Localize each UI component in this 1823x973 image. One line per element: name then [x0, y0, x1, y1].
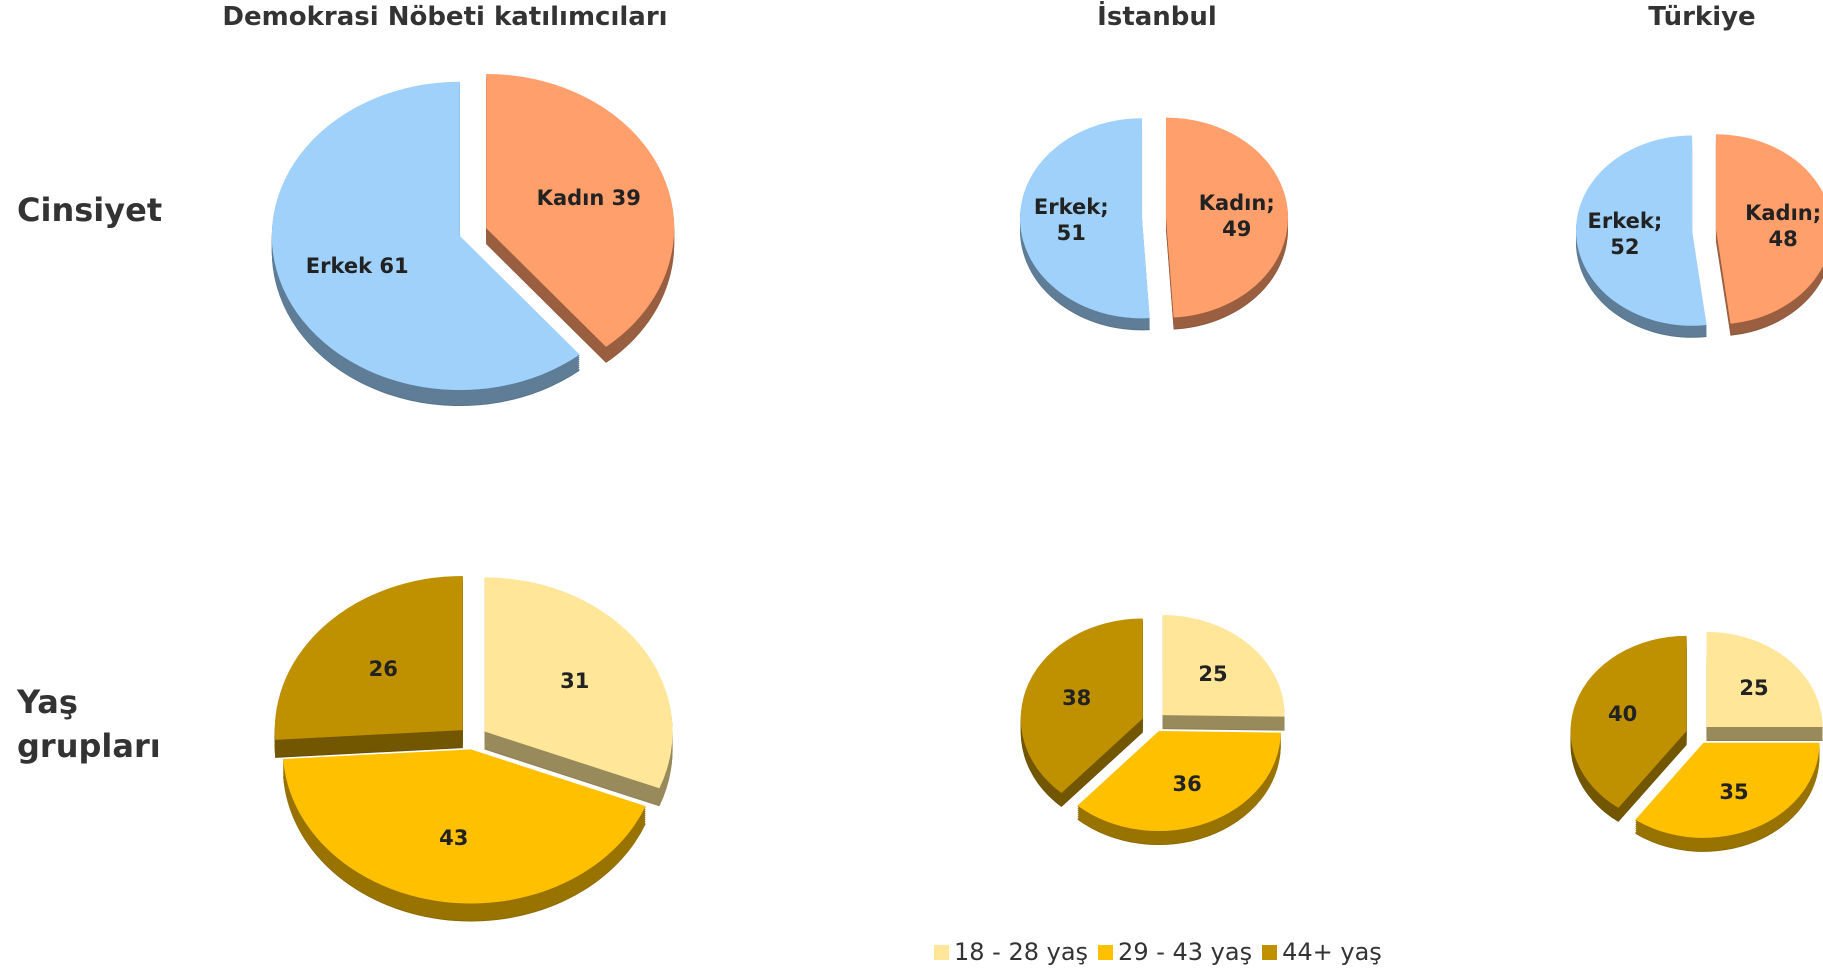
data-label: 31	[560, 669, 590, 694]
slice	[1706, 631, 1823, 728]
data-label: Kadın 39	[536, 185, 641, 210]
data-label: Erkek 61	[305, 254, 409, 279]
slice	[1077, 731, 1281, 832]
slice	[1570, 635, 1687, 808]
legend-label: 18 - 28 yaş	[954, 938, 1089, 966]
legend-item: 44+ yaş	[1262, 938, 1382, 966]
data-label: 36	[1172, 772, 1202, 797]
slice	[1165, 117, 1288, 318]
slice	[1576, 135, 1707, 326]
data-label: Kadın; 48	[1745, 200, 1822, 251]
legend-label: 44+ yaş	[1282, 938, 1382, 966]
column-title: Türkiye	[1648, 2, 1756, 32]
data-label: 43	[439, 825, 469, 850]
slice	[486, 73, 675, 347]
data-label: 26	[368, 656, 398, 681]
legend-swatch	[1262, 945, 1278, 960]
data-label: 40	[1607, 701, 1638, 726]
slice	[283, 749, 646, 904]
legend-swatch	[934, 945, 949, 960]
slice	[1715, 134, 1823, 324]
legend-label: 29 - 43 yaş	[1118, 938, 1253, 966]
column-title: İstanbul	[1097, 2, 1217, 32]
column-title: Demokrasi Nöbeti katılımcıları	[222, 2, 668, 32]
slice	[1020, 118, 1150, 319]
data-label: 38	[1062, 685, 1092, 710]
slice	[1635, 742, 1820, 838]
legend: 18 - 28 yaş 29 - 43 yaş 44+ yaş	[934, 938, 1382, 966]
row-title: Yaş grupları	[17, 683, 161, 765]
legend-swatch	[1098, 945, 1114, 960]
slice	[1162, 615, 1285, 717]
row-title: Cinsiyet	[17, 191, 163, 229]
data-label: Kadın; 49	[1198, 190, 1275, 241]
legend-item: 18 - 28 yaş	[934, 938, 1088, 966]
data-label: Erkek; 52	[1587, 209, 1663, 260]
slice	[1020, 618, 1143, 794]
slice	[274, 575, 463, 740]
legend-item: 29 - 43 yaş	[1098, 938, 1252, 966]
data-label: Erkek; 51	[1033, 195, 1109, 246]
data-label: 25	[1739, 676, 1769, 701]
slice	[484, 577, 673, 789]
data-label: 25	[1198, 662, 1228, 687]
data-label: 35	[1719, 779, 1749, 804]
slice	[271, 81, 580, 391]
